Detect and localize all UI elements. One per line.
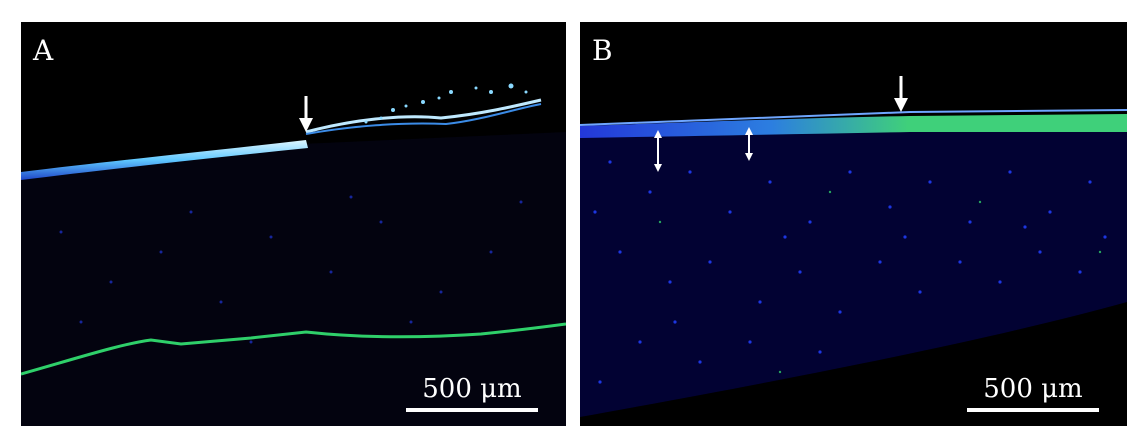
scale-bar-text: 500 μm xyxy=(422,374,522,404)
epithelium-layer xyxy=(21,140,308,180)
panel-label: B xyxy=(592,34,613,67)
down-arrow-icon xyxy=(894,76,908,112)
micrograph-panel-b: B 500 μm xyxy=(580,22,1127,426)
down-arrow-icon xyxy=(299,96,313,132)
scale-bar: 500 μm xyxy=(967,374,1099,412)
scale-bar-line xyxy=(967,408,1099,412)
thickness-arrow-icon xyxy=(745,127,753,161)
scale-bar-text: 500 μm xyxy=(983,374,1083,404)
micrograph-panel-a: A 500 μm xyxy=(21,22,566,426)
micrograph-b-image xyxy=(580,76,1127,417)
green-membrane-line xyxy=(21,322,566,376)
epithelium-layer xyxy=(580,114,1127,138)
thickness-arrow-icon xyxy=(654,130,662,172)
scale-bar: 500 μm xyxy=(406,374,538,412)
panel-label: A xyxy=(33,34,54,67)
scale-bar-line xyxy=(406,408,538,412)
micrograph-a-image xyxy=(21,83,566,426)
